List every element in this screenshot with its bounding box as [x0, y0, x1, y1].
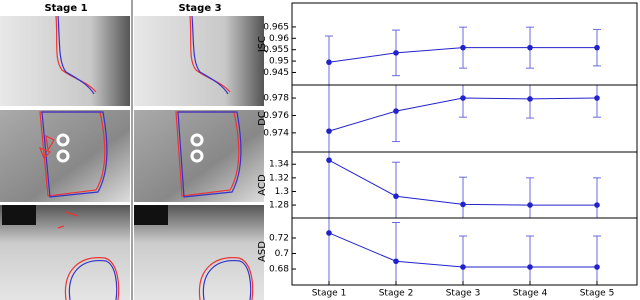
x-tick-label: Stage 4 — [513, 289, 548, 299]
point — [393, 258, 399, 265]
y-tick-label: 0.95 — [269, 57, 289, 67]
y-axis-label: DC — [257, 111, 268, 126]
point — [527, 202, 533, 208]
y-tick-label: 1.32 — [269, 173, 289, 183]
image-panel: Stage 1 Stage 3 — [0, 0, 264, 300]
y-axis-label: ACD — [257, 174, 268, 196]
y-tick-label: 0.955 — [263, 45, 289, 55]
x-tick-label: Stage 3 — [446, 289, 481, 299]
image — [0, 16, 264, 300]
y-axis-label: JSC — [257, 36, 268, 53]
y-tick-label: 1.34 — [269, 160, 289, 170]
y-tick-label: 0.68 — [269, 265, 289, 275]
plot — [325, 26, 601, 85]
point — [460, 201, 466, 208]
y-tick-label: 0.976 — [263, 111, 289, 121]
point — [460, 95, 466, 101]
y-tick-label: 0.72 — [269, 234, 289, 244]
column-header: Stage 1 — [44, 3, 87, 14]
point — [460, 264, 466, 270]
point — [594, 264, 600, 270]
x-tick-label: Stage 1 — [312, 289, 347, 299]
plot-frame — [291, 151, 638, 219]
y-tick-label: 0.965 — [263, 22, 289, 32]
plot-frame — [291, 217, 638, 286]
point — [594, 95, 600, 101]
y-tick-label: 0.945 — [263, 68, 289, 78]
plot — [326, 85, 601, 152]
plot-frame — [291, 84, 638, 153]
y-tick-label: 0.7 — [275, 249, 289, 259]
y-axis-label: ASD — [257, 241, 268, 262]
y-tick-label: 0.96 — [269, 34, 289, 44]
plot — [326, 152, 601, 218]
point — [460, 44, 466, 51]
point — [594, 44, 600, 51]
point — [594, 202, 600, 208]
x-tick-label: Stage 2 — [379, 289, 414, 299]
point — [527, 264, 533, 270]
point — [326, 157, 332, 163]
y-tick-label: 0.978 — [263, 94, 289, 104]
point — [527, 96, 533, 102]
point — [527, 44, 533, 51]
point — [393, 50, 399, 56]
y-tick-label: 0.974 — [263, 128, 289, 138]
y-tick-label: 1.3 — [275, 187, 289, 197]
column-header: Stage 3 — [178, 3, 221, 14]
point — [326, 59, 332, 66]
plot-frame — [291, 2, 638, 86]
point — [326, 230, 332, 236]
y-tick-label: 1.28 — [269, 201, 289, 211]
point — [393, 108, 399, 114]
point — [393, 193, 399, 200]
contours — [38, 15, 254, 300]
point — [326, 128, 332, 134]
x-tick-label: Stage 5 — [580, 289, 615, 299]
